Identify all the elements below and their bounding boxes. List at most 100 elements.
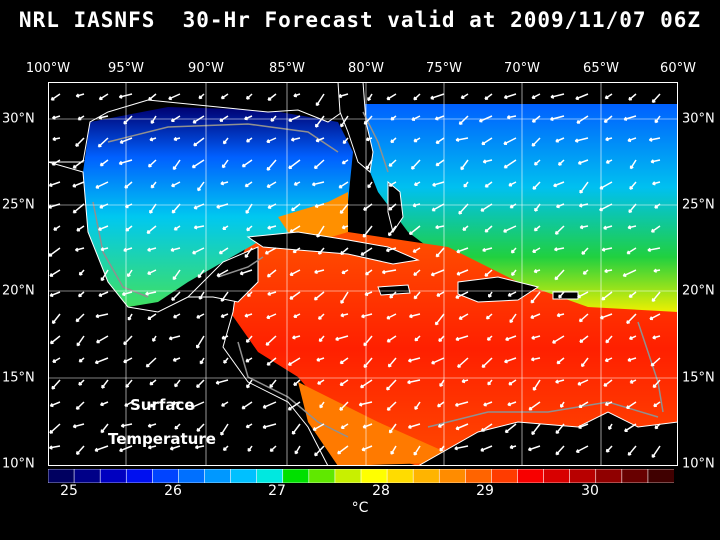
wind-arrow — [603, 379, 613, 387]
wind-arrow — [146, 225, 157, 234]
wind-arrow — [552, 335, 565, 344]
colorbar-swatch — [412, 469, 441, 483]
lat-label-right: 15°N — [682, 370, 715, 386]
colorbar-tick: 28 — [372, 483, 390, 499]
colorbar-swatch — [465, 469, 493, 483]
wind-arrow — [315, 93, 325, 107]
wind-arrow — [49, 445, 61, 450]
bahamas — [387, 180, 404, 234]
wind-arrow — [555, 445, 565, 456]
wind-arrow — [173, 136, 181, 142]
wind-arrow — [486, 335, 493, 341]
colorbar-swatch — [334, 469, 362, 483]
wind-arrow — [533, 159, 541, 166]
wind-arrow — [241, 159, 253, 168]
wind-arrow — [458, 313, 469, 320]
wind-arrow — [149, 401, 157, 408]
wind-arrow — [531, 93, 541, 100]
wind-arrow — [123, 335, 133, 346]
wind-arrow — [315, 137, 325, 143]
wind-arrow — [72, 159, 85, 169]
wind-arrow — [198, 291, 205, 300]
lon-label: 80°W — [348, 61, 384, 76]
wind-arrow — [171, 203, 181, 214]
wind-arrow — [100, 401, 109, 407]
wind-arrow — [483, 401, 493, 407]
wind-arrow — [266, 137, 277, 144]
wind-arrow — [145, 291, 157, 296]
wind-arrow — [246, 291, 253, 298]
wind-arrow — [581, 247, 589, 255]
wind-arrow — [507, 401, 517, 407]
wind-arrow — [508, 379, 517, 386]
wind-arrow — [49, 423, 61, 434]
puerto-rico — [552, 291, 579, 300]
wind-arrow — [556, 357, 565, 365]
wind-arrow — [555, 423, 565, 435]
colorbar-swatch — [125, 469, 154, 483]
wind-arrow — [511, 269, 517, 276]
wind-arrow — [408, 313, 421, 319]
colorbar — [48, 469, 674, 483]
wind-arrow — [78, 379, 85, 386]
wind-arrow — [76, 225, 85, 232]
wind-arrow — [147, 247, 157, 252]
wind-arrow — [150, 181, 157, 189]
wind-arrow — [246, 137, 253, 143]
wind-arrow — [627, 225, 637, 230]
wind-arrow — [220, 423, 229, 436]
wind-arrow — [190, 401, 205, 409]
wind-arrow — [220, 181, 229, 186]
colorbar-swatch — [360, 469, 388, 483]
wind-arrow — [148, 93, 157, 101]
colorbar-unit: °C — [351, 500, 369, 516]
wind-arrow — [480, 445, 493, 452]
wind-arrow — [414, 401, 421, 410]
wind-arrow — [50, 93, 61, 101]
colorbar-tick: 26 — [164, 483, 182, 499]
wind-arrow — [580, 357, 589, 368]
wind-arrow — [269, 445, 277, 453]
wind-arrow — [481, 357, 493, 369]
wind-arrow — [170, 247, 181, 252]
wind-arrow — [267, 225, 277, 230]
colorbar-swatch — [438, 469, 467, 483]
wind-arrow — [460, 159, 469, 171]
wind-arrow — [192, 247, 205, 255]
wind-arrow — [577, 159, 589, 165]
wind-arrow — [553, 181, 565, 188]
wind-arrow — [575, 93, 589, 101]
colorbar-tick: 30 — [581, 483, 599, 499]
colorbar-swatch — [621, 469, 649, 483]
wind-arrow — [386, 335, 397, 343]
wind-arrow — [98, 93, 109, 101]
wind-arrow — [438, 335, 445, 343]
wind-arrow — [435, 159, 445, 167]
wind-arrow — [407, 357, 421, 363]
wind-arrow — [510, 247, 517, 254]
wind-arrow — [554, 225, 565, 235]
wind-arrow — [488, 291, 493, 298]
wind-arrow — [317, 379, 325, 385]
wind-arrow — [150, 115, 157, 124]
wind-arrow — [342, 137, 349, 145]
wind-arrow — [220, 313, 229, 318]
wind-arrow — [48, 247, 61, 257]
wind-arrow — [431, 357, 445, 365]
wind-arrow — [532, 181, 541, 190]
wind-arrow — [481, 137, 493, 146]
wind-arrow — [555, 379, 565, 384]
wind-arrow — [72, 203, 85, 214]
wind-arrow — [435, 225, 445, 230]
wind-arrow — [123, 357, 133, 364]
wind-arrow — [358, 401, 373, 407]
wind-arrow — [173, 313, 181, 319]
wind-arrow — [388, 423, 397, 434]
wind-arrow — [220, 93, 229, 100]
wind-arrow — [192, 115, 205, 124]
wind-arrow — [52, 136, 61, 142]
wind-arrow — [388, 159, 397, 167]
wind-arrow — [461, 378, 469, 384]
wind-arrow — [650, 357, 661, 367]
wind-arrow — [266, 357, 277, 366]
